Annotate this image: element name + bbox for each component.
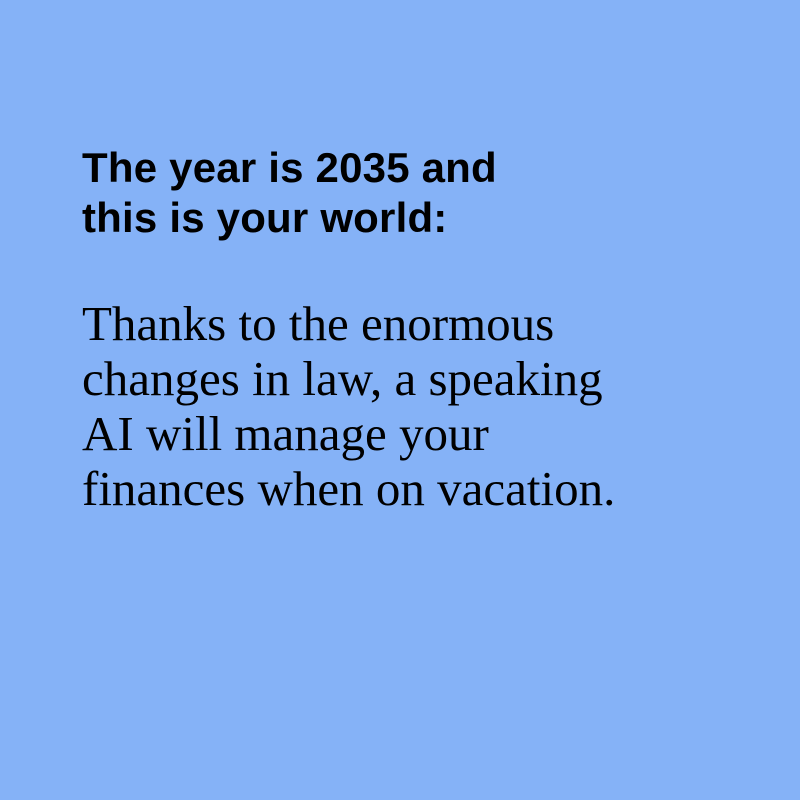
body-line-4: finances when on vacation. xyxy=(82,461,616,516)
card-heading: The year is 2035 and this is your world: xyxy=(82,143,702,243)
body-line-3: AI will manage your xyxy=(82,406,489,461)
heading-line-2: this is your world: xyxy=(82,194,448,241)
card-body-text: Thanks to the enormous changes in law, a… xyxy=(82,296,732,516)
body-line-2: changes in law, a speaking xyxy=(82,351,603,406)
body-line-1: Thanks to the enormous xyxy=(82,296,555,351)
heading-line-1: The year is 2035 and xyxy=(82,144,497,191)
